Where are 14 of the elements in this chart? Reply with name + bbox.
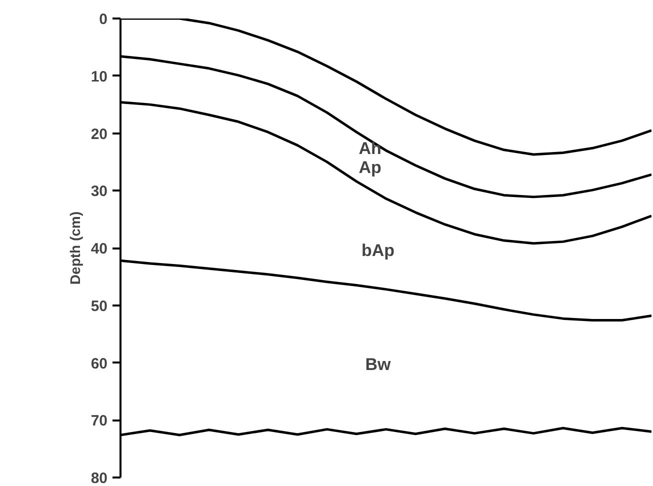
y-tick-label: 70: [90, 412, 108, 430]
y-axis-title: Depth (cm): [66, 211, 83, 285]
annotation: Ap: [358, 158, 382, 178]
y-tick-label: 80: [90, 470, 108, 486]
y-tick-label: 50: [90, 298, 108, 315]
annotation: Ah: [358, 138, 382, 158]
y-tick-label: 40: [90, 240, 108, 258]
y-tick-label: 0: [99, 11, 108, 28]
y-tick-label: 10: [90, 68, 108, 86]
y-tick-label: 30: [90, 183, 108, 200]
y-tick-label: 60: [90, 355, 108, 372]
annotation: Bw: [365, 355, 392, 374]
annotation: bAp: [362, 240, 395, 260]
y-tick-label: 20: [90, 126, 108, 143]
